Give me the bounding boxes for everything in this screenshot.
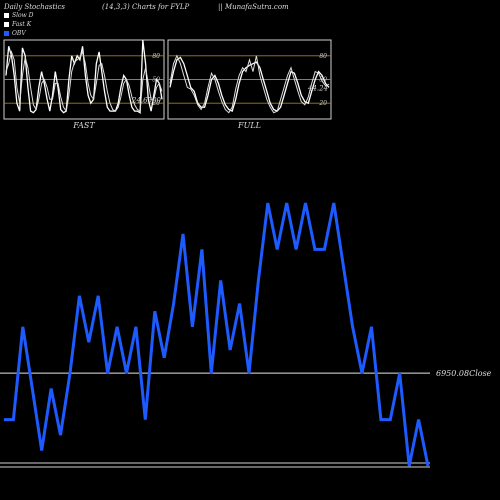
full-tick-label: 20 — [318, 100, 327, 107]
fast-panel-title: FAST — [72, 121, 95, 130]
obv-panel: 6950.08Close — [0, 202, 492, 468]
fast-tick-label: 20 — [151, 100, 160, 107]
fast-last-value-label: 24.6500 — [131, 96, 161, 104]
legend-label-fast-k: Fast K — [12, 21, 32, 28]
legend: Slow D Fast K OBV — [4, 11, 34, 38]
legend-swatch-fast-k — [4, 22, 9, 27]
full-last-value-label: 44.24 — [307, 84, 328, 92]
legend-label-slow-d: Slow D — [12, 12, 34, 19]
fast-series-line — [5, 39, 163, 114]
legend-swatch-obv — [4, 31, 9, 36]
legend-item-obv: OBV — [4, 29, 34, 38]
legend-label-obv: OBV — [12, 30, 26, 37]
full-stochastic-panel: 80 50 20 44.24 FULL — [167, 39, 332, 130]
fast-tick-label: 80 — [152, 53, 160, 60]
full-series-line — [169, 56, 330, 113]
fast-series-line — [5, 50, 163, 113]
site-name: || MunafaSutra.com — [218, 3, 289, 11]
obv-reference-label: 6950.08Close — [436, 369, 492, 378]
legend-swatch-slow-d — [4, 13, 9, 18]
chart-params: (14,3,3) Charts for FYLP — [102, 3, 190, 11]
full-tick-label: 80 — [319, 53, 327, 60]
legend-item-slow-d: Slow D — [4, 11, 34, 20]
chart-title: Daily Stochastics — [4, 3, 66, 11]
full-panel-title: FULL — [237, 121, 261, 130]
full-series-line — [169, 54, 330, 114]
full-tick-label: 50 — [319, 77, 327, 84]
legend-item-fast-k: Fast K — [4, 20, 34, 29]
obv-series-line — [4, 202, 430, 467]
